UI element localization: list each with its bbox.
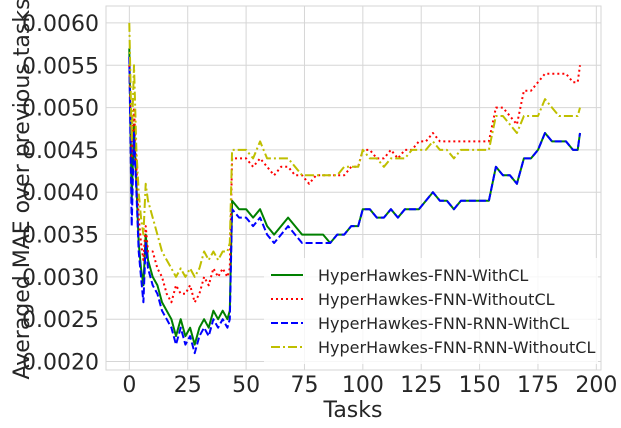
y-tick-label: 0.0060: [22, 12, 99, 37]
y-tick-label: 0.0025: [22, 308, 99, 333]
y-tick-label: 0.0050: [22, 97, 99, 122]
x-tick-label: 50: [232, 373, 260, 398]
x-tick-label: 25: [174, 373, 202, 398]
legend-label-2: HyperHawkes-FNN-WithoutCL: [318, 290, 555, 309]
x-tick-label: 150: [459, 373, 501, 398]
plot-frame: [105, 5, 602, 371]
series-line-2: [128, 65, 581, 304]
y-tick-label: 0.0040: [22, 181, 99, 206]
series-line-3: [128, 56, 581, 355]
y-tick-label: 0.0055: [22, 54, 99, 79]
legend-label-3: HyperHawkes-FNN-RNN-WithCL: [318, 314, 569, 333]
y-tick-label: 0.0045: [22, 139, 99, 164]
x-tick-label: 125: [400, 373, 442, 398]
y-tick-label: 0.0035: [22, 224, 99, 249]
legend-label-1: HyperHawkes-FNN-WithCL: [318, 266, 528, 285]
x-tick-label: 100: [342, 373, 384, 398]
y-tick-label: 0.0020: [22, 351, 99, 376]
x-tick-label: 75: [290, 373, 318, 398]
series-line-4: [128, 22, 581, 278]
y-tick-labels: 0.0020 0.0025 0.0030 0.0035 0.0040 0.0045 0.00…: [22, 12, 99, 376]
x-tick-label: 0: [122, 373, 136, 398]
y-axis-label: Averaged MAE over previous tasks: [10, 0, 35, 380]
series-group: [128, 22, 581, 355]
legend: HyperHawkes-FNN-WithCL HyperHawkes-FNN-Wi…: [264, 258, 598, 364]
legend-label-4: HyperHawkes-FNN-RNN-WithoutCL: [318, 338, 595, 357]
x-axis-label: Tasks: [323, 398, 383, 423]
x-tick-label: 200: [575, 373, 617, 398]
y-tick-label: 0.0030: [22, 266, 99, 291]
x-tick-labels: 0 25 50 75 100 125 150 175 200: [122, 373, 617, 398]
legend-box: [264, 258, 598, 364]
x-tick-label: 175: [517, 373, 559, 398]
